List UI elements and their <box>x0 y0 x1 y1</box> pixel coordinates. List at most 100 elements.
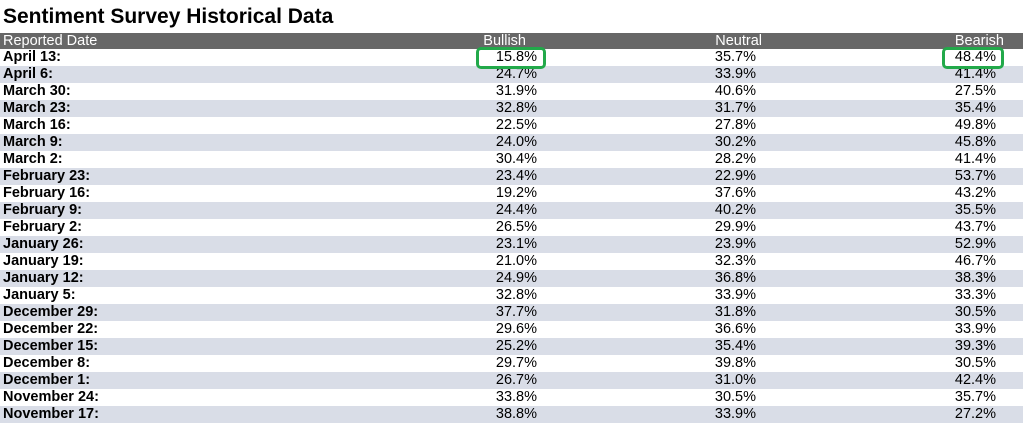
row-date: February 2: <box>3 219 82 235</box>
row-neutral: 29.9% <box>714 219 756 235</box>
row-bearish: 53.7% <box>954 168 996 184</box>
row-date: February 16: <box>3 185 91 201</box>
row-date: January 19: <box>3 253 84 269</box>
row-date: March 2: <box>3 151 63 167</box>
row-date: January 26: <box>3 236 84 252</box>
table-row: January 5: 32.8% 33.9% 33.3% <box>0 287 1023 304</box>
row-date: March 23: <box>3 100 71 116</box>
row-date: March 30: <box>3 83 71 99</box>
table-row: February 9: 24.4% 40.2% 35.5% <box>0 202 1023 219</box>
row-neutral: 33.9% <box>714 66 756 82</box>
table-row: February 16: 19.2% 37.6% 43.2% <box>0 185 1023 202</box>
row-neutral: 23.9% <box>714 236 756 252</box>
row-date: March 16: <box>3 117 71 133</box>
table-row: January 26: 23.1% 23.9% 52.9% <box>0 236 1023 253</box>
row-bullish: 30.4% <box>495 151 537 167</box>
row-neutral: 39.8% <box>714 355 756 371</box>
table-row: December 8: 29.7% 39.8% 30.5% <box>0 355 1023 372</box>
row-neutral: 37.6% <box>714 185 756 201</box>
row-date: December 29: <box>3 304 99 320</box>
header-reported-date[interactable]: Reported Date <box>3 33 98 49</box>
row-neutral: 31.8% <box>714 304 756 320</box>
row-bullish: 21.0% <box>495 253 537 269</box>
row-bullish: 26.7% <box>495 372 537 388</box>
header-bearish[interactable]: Bearish <box>954 33 1004 49</box>
row-bullish: 38.8% <box>495 406 537 422</box>
row-bullish: 24.0% <box>495 134 537 150</box>
row-neutral: 35.4% <box>714 338 756 354</box>
row-bearish: 42.4% <box>954 372 996 388</box>
table-row: November 17: 38.8% 33.9% 27.2% <box>0 406 1023 423</box>
header-bullish[interactable]: Bullish <box>483 33 526 49</box>
row-date: December 1: <box>3 372 91 388</box>
row-neutral: 32.3% <box>714 253 756 269</box>
row-neutral: 36.8% <box>714 270 756 286</box>
table-row: March 16: 22.5% 27.8% 49.8% <box>0 117 1023 134</box>
row-neutral: 30.2% <box>714 134 756 150</box>
row-neutral: 35.7% <box>714 49 756 65</box>
table-row: March 9: 24.0% 30.2% 45.8% <box>0 134 1023 151</box>
row-bearish: 41.4% <box>954 66 996 82</box>
header-neutral[interactable]: Neutral <box>715 33 762 49</box>
row-bearish: 33.3% <box>954 287 996 303</box>
row-date: December 15: <box>3 338 99 354</box>
row-bearish: 33.9% <box>954 321 996 337</box>
row-bullish: 22.5% <box>495 117 537 133</box>
table-body: April 13: 15.8% 35.7% 48.4% April 6: 24.7% 33.… <box>0 49 1023 423</box>
row-bullish: 15.8% <box>495 49 537 65</box>
row-neutral: 40.6% <box>714 83 756 99</box>
table-header-row: Reported Date Bullish Neutral Bearish <box>0 33 1023 49</box>
table-row: March 2: 30.4% 28.2% 41.4% <box>0 151 1023 168</box>
row-bearish: 49.8% <box>954 117 996 133</box>
row-date: April 13: <box>3 49 62 65</box>
row-bullish: 31.9% <box>495 83 537 99</box>
row-bearish: 43.2% <box>954 185 996 201</box>
page-title: Sentiment Survey Historical Data <box>3 5 334 28</box>
table-row: March 23: 32.8% 31.7% 35.4% <box>0 100 1023 117</box>
row-bearish: 41.4% <box>954 151 996 167</box>
row-neutral: 30.5% <box>714 389 756 405</box>
row-bullish: 32.8% <box>495 100 537 116</box>
table-row: December 29: 37.7% 31.8% 30.5% <box>0 304 1023 321</box>
row-bullish: 24.9% <box>495 270 537 286</box>
row-date: February 9: <box>3 202 82 218</box>
row-bearish: 48.4% <box>954 49 996 65</box>
row-bearish: 35.7% <box>954 389 996 405</box>
row-date: March 9: <box>3 134 63 150</box>
row-date: December 22: <box>3 321 99 337</box>
sentiment-table: Reported Date Bullish Neutral Bearish Ap… <box>0 33 1023 423</box>
row-date: February 23: <box>3 168 91 184</box>
table-row: January 19: 21.0% 32.3% 46.7% <box>0 253 1023 270</box>
row-neutral: 27.8% <box>714 117 756 133</box>
row-neutral: 40.2% <box>714 202 756 218</box>
row-bearish: 39.3% <box>954 338 996 354</box>
row-bullish: 24.7% <box>495 66 537 82</box>
row-date: November 24: <box>3 389 99 405</box>
row-neutral: 28.2% <box>714 151 756 167</box>
row-bullish: 24.4% <box>495 202 537 218</box>
row-date: December 8: <box>3 355 91 371</box>
row-bullish: 29.7% <box>495 355 537 371</box>
row-neutral: 36.6% <box>714 321 756 337</box>
row-bearish: 45.8% <box>954 134 996 150</box>
table-row: January 12: 24.9% 36.8% 38.3% <box>0 270 1023 287</box>
row-neutral: 22.9% <box>714 168 756 184</box>
table-row: December 15: 25.2% 35.4% 39.3% <box>0 338 1023 355</box>
row-bullish: 29.6% <box>495 321 537 337</box>
row-bearish: 30.5% <box>954 355 996 371</box>
row-bullish: 26.5% <box>495 219 537 235</box>
row-bearish: 35.4% <box>954 100 996 116</box>
row-bearish: 46.7% <box>954 253 996 269</box>
row-neutral: 31.0% <box>714 372 756 388</box>
row-date: January 5: <box>3 287 76 303</box>
row-bearish: 52.9% <box>954 236 996 252</box>
row-bearish: 43.7% <box>954 219 996 235</box>
table-row: March 30: 31.9% 40.6% 27.5% <box>0 83 1023 100</box>
row-date: April 6: <box>3 66 53 82</box>
table-row: December 22: 29.6% 36.6% 33.9% <box>0 321 1023 338</box>
row-bullish: 23.1% <box>495 236 537 252</box>
row-bullish: 23.4% <box>495 168 537 184</box>
table-row: April 13: 15.8% 35.7% 48.4% <box>0 49 1023 66</box>
row-bearish: 27.5% <box>954 83 996 99</box>
table-row: December 1: 26.7% 31.0% 42.4% <box>0 372 1023 389</box>
